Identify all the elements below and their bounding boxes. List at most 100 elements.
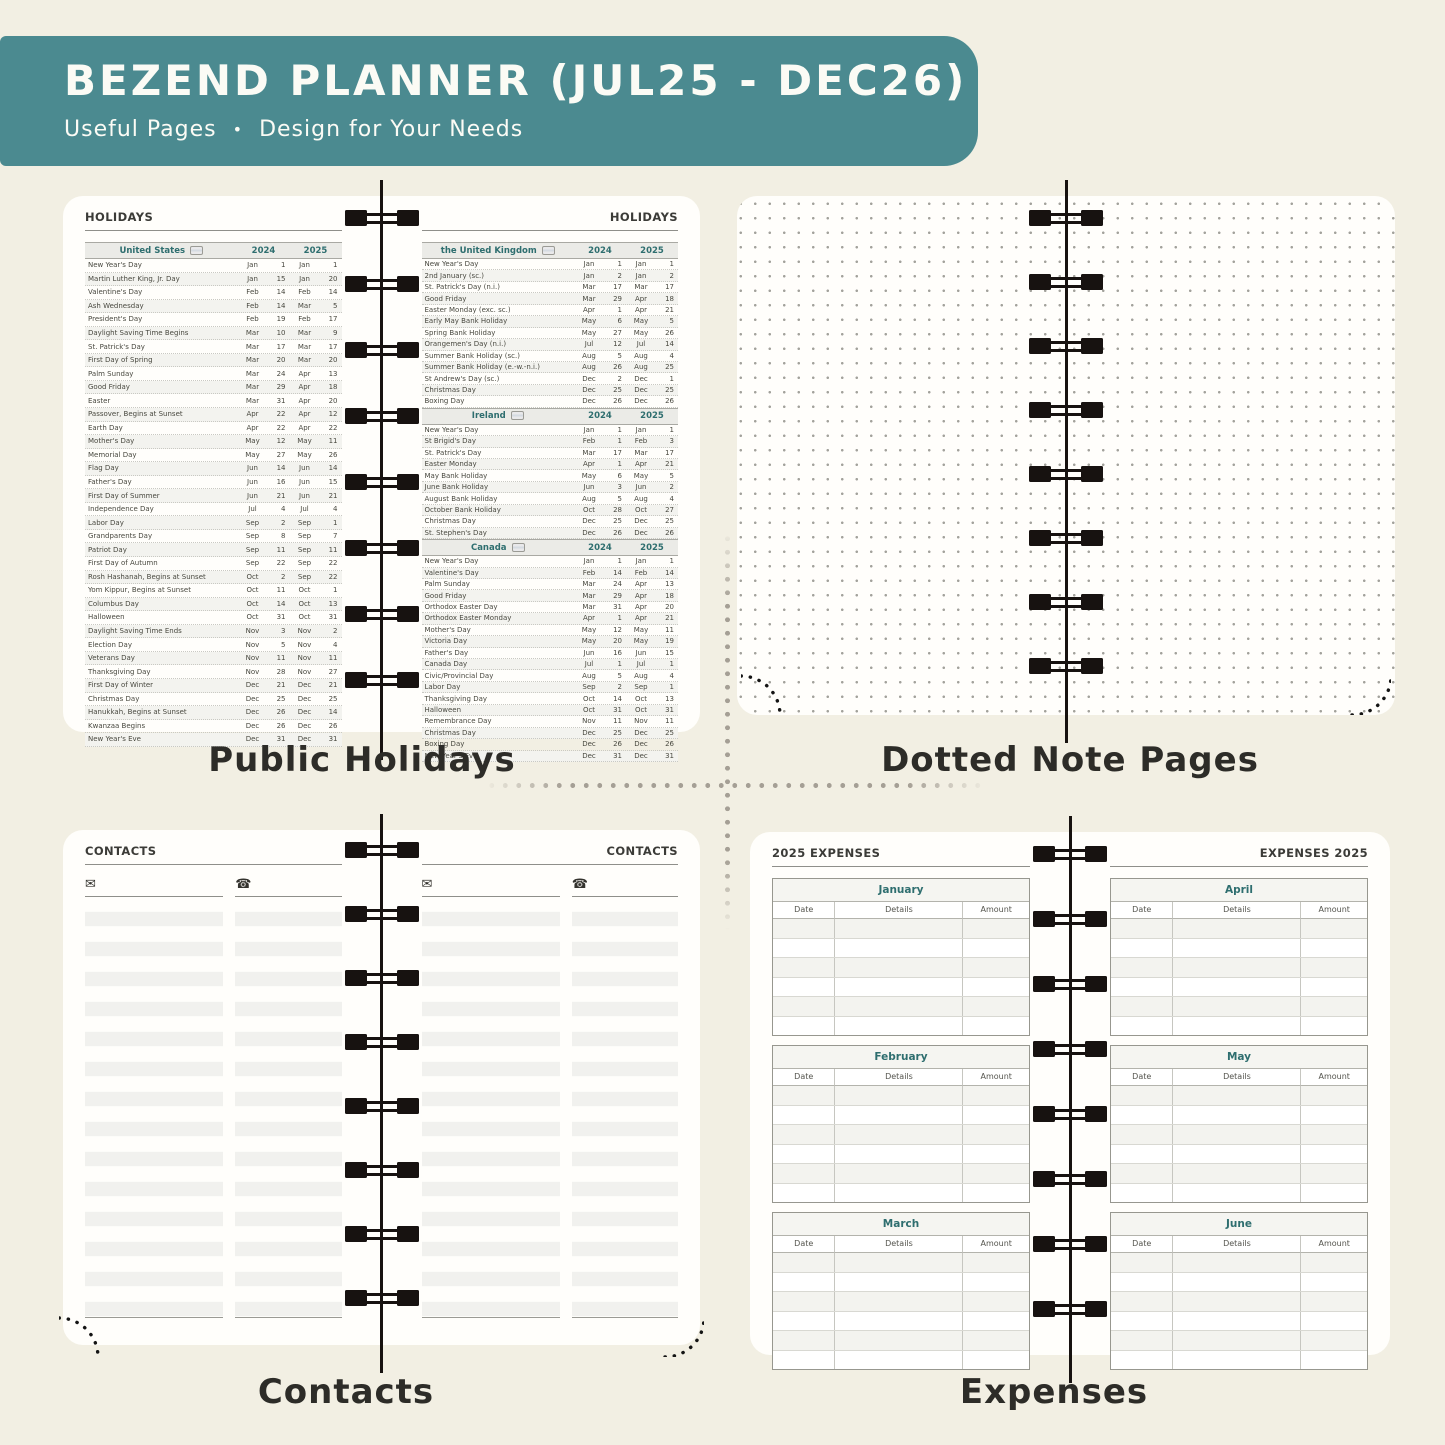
expense-entry-row bbox=[773, 1311, 1029, 1331]
holiday-month-2025: Apr bbox=[298, 369, 311, 378]
expense-cell bbox=[834, 1253, 962, 1272]
holiday-row: Boxing Day Dec 26 Dec 26 bbox=[421, 739, 678, 751]
holiday-month-2024: Dec bbox=[582, 751, 596, 760]
holiday-day-2025: 11 bbox=[665, 717, 674, 726]
spiral-ring-part bbox=[1047, 468, 1085, 472]
holiday-month-2024: Nov bbox=[245, 627, 260, 636]
holiday-name-cell: New Year's Day bbox=[424, 557, 479, 566]
holiday-month-2025: Aug bbox=[634, 363, 648, 372]
holiday-month-2025: Jan bbox=[299, 261, 310, 270]
holiday-row: Veterans Day Nov 11 Nov 11 bbox=[85, 651, 342, 666]
spiral-ring-part bbox=[396, 606, 419, 622]
holiday-day-2024: 2 bbox=[617, 374, 622, 383]
expense-entry-row bbox=[773, 1144, 1029, 1164]
holiday-day-2025: 7 bbox=[333, 532, 338, 541]
holiday-month-2024: Jun bbox=[583, 483, 595, 492]
holiday-row: Early May Bank Holiday May 6 May 5 bbox=[421, 316, 678, 328]
holiday-month-2025: Apr bbox=[634, 580, 648, 589]
contact-entry-row bbox=[421, 972, 560, 987]
holiday-name-cell: Independence Day bbox=[88, 505, 154, 514]
holiday-name-cell: Thanksgiving Day bbox=[88, 667, 151, 676]
expense-column-header: Details bbox=[1172, 1236, 1301, 1253]
holiday-row: St Andrew's Day (sc.) Dec 2 Dec 1 bbox=[421, 373, 678, 385]
spiral-ring-part bbox=[1029, 274, 1051, 290]
holiday-month-2024: Jun bbox=[247, 491, 258, 500]
holiday-row: Easter Monday (exc. sc.) Apr 1 Apr 21 bbox=[421, 305, 678, 317]
product-title: BEZEND PLANNER (JUL25 - DEC26) bbox=[64, 56, 968, 105]
expense-column-header: Details bbox=[1172, 1069, 1301, 1086]
expense-cell bbox=[1172, 919, 1300, 938]
contact-entry-row bbox=[421, 1122, 560, 1137]
holiday-day-2024: 10 bbox=[276, 329, 286, 337]
spiral-ring-part bbox=[1047, 212, 1085, 216]
spiral-ring bbox=[1029, 530, 1103, 546]
holiday-day-2025: 22 bbox=[328, 559, 338, 568]
holiday-month-2025: Apr bbox=[298, 410, 311, 419]
holiday-name-cell: First Day of Spring bbox=[88, 356, 153, 365]
expense-row-cells bbox=[773, 997, 1029, 1016]
expense-cell bbox=[773, 1273, 834, 1292]
holiday-month-2025: Apr bbox=[634, 603, 648, 612]
expense-cell bbox=[834, 938, 962, 957]
spiral-ring-part bbox=[1047, 348, 1085, 352]
spiral-ring-part bbox=[1047, 604, 1085, 608]
holiday-day-2024: 5 bbox=[617, 351, 622, 360]
spiral-ring-part bbox=[396, 1226, 419, 1242]
contact-entry-row bbox=[421, 1182, 560, 1197]
contact-entry-row bbox=[571, 1077, 678, 1092]
expense-cell bbox=[1300, 1350, 1367, 1369]
expense-cell bbox=[962, 1253, 1029, 1272]
holiday-day-2024: 1 bbox=[617, 437, 622, 446]
holiday-day-2025: 26 bbox=[665, 528, 674, 537]
holiday-row: Rosh Hashanah, Begins at Sunset Oct 2 Sep 22 bbox=[85, 570, 342, 585]
holiday-name-cell: Labor Day bbox=[424, 683, 461, 692]
us-holidays-table: United States 2024 2025 New Year's Day Jan 1 J… bbox=[85, 242, 342, 747]
spiral-ring bbox=[344, 276, 419, 292]
spiral-ring-part bbox=[344, 606, 367, 622]
expense-column-header: Date bbox=[773, 1236, 835, 1253]
contact-entry-row bbox=[421, 1272, 560, 1287]
holiday-row: New Year's Day Jan 1 Jan 1 bbox=[421, 425, 678, 437]
holidays-page-title: HOLIDAYS bbox=[85, 210, 342, 231]
holiday-day-2024: 26 bbox=[613, 363, 622, 372]
holiday-row: Good Friday Mar 29 Apr 18 bbox=[421, 293, 678, 305]
holiday-row: Good Friday Mar 29 Apr 18 bbox=[85, 380, 342, 395]
contact-entry-row bbox=[421, 1227, 560, 1242]
holiday-day-2024: 20 bbox=[613, 637, 622, 646]
holiday-name-cell: Good Friday bbox=[424, 591, 467, 600]
expense-cell bbox=[1172, 1253, 1300, 1272]
spiral-ring bbox=[344, 1290, 419, 1306]
holiday-month-2024: Dec bbox=[582, 528, 596, 537]
contact-entry-row bbox=[421, 957, 560, 972]
holiday-day-2025: 1 bbox=[333, 586, 338, 595]
holiday-name-cell: St Brigid's Day bbox=[424, 437, 477, 446]
holiday-day-2025: 14 bbox=[665, 340, 674, 349]
holiday-month-2025: Sep bbox=[297, 559, 312, 568]
contact-entry-row bbox=[235, 1017, 342, 1032]
spiral-ring-part bbox=[396, 970, 419, 986]
expense-column-headers: Date Details Amount bbox=[773, 1236, 1029, 1253]
spiral-ring bbox=[1029, 338, 1103, 354]
holiday-name-cell: May Bank Holiday bbox=[424, 471, 488, 480]
expense-row-cells bbox=[1111, 919, 1367, 938]
holiday-day-2024: 28 bbox=[276, 667, 286, 676]
spiral-ring-part bbox=[362, 212, 401, 216]
holiday-month-2024: Jan bbox=[247, 274, 258, 283]
holiday-day-2025: 19 bbox=[665, 637, 674, 646]
holiday-month-2024: Mar bbox=[582, 283, 596, 292]
expense-cell bbox=[1111, 1351, 1172, 1370]
expense-row-cells bbox=[773, 1272, 1029, 1292]
spiral-ring-part bbox=[1047, 220, 1085, 224]
contact-entry-row bbox=[571, 897, 678, 912]
country-label: Ireland bbox=[471, 411, 506, 422]
spiral-ring-part bbox=[396, 342, 419, 358]
contact-entry-row bbox=[571, 987, 678, 1002]
expense-row-cells bbox=[1111, 1016, 1367, 1035]
spiral-ring-part bbox=[1029, 658, 1051, 674]
spiral-ring-part bbox=[344, 1034, 367, 1050]
holiday-month-2024: Mar bbox=[245, 396, 260, 405]
spiral-ring-part bbox=[1085, 1236, 1107, 1252]
contacts-page-title: CONTACTS bbox=[85, 844, 342, 865]
expense-row-cells bbox=[773, 1292, 1029, 1311]
holiday-month-2025: May bbox=[297, 450, 312, 459]
